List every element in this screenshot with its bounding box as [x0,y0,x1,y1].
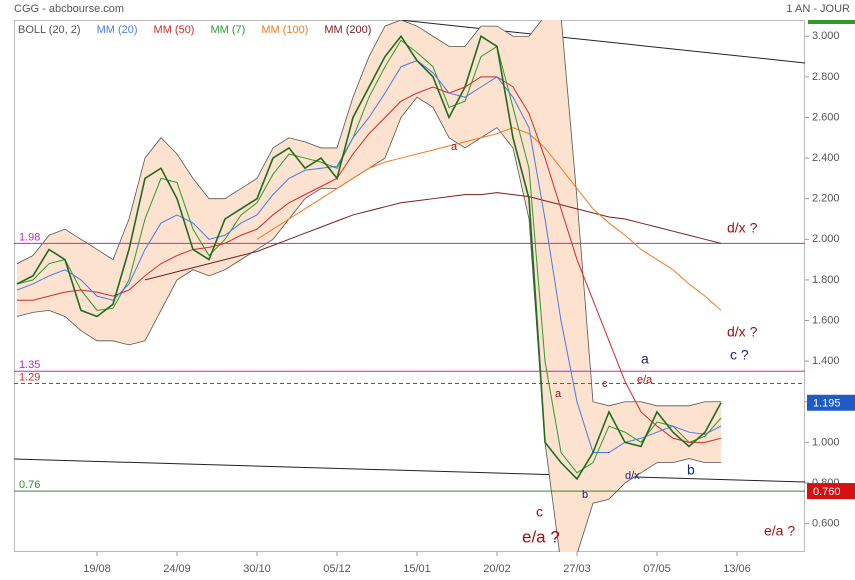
y-tick-label: 1.600 [812,314,840,326]
annotation: c [536,504,543,520]
x-tick-label: 07/05 [643,563,671,575]
annotation: c [602,378,608,390]
annotations: d/x ? d/x ? a c ? e/a c a b d/x b c e/a … [451,141,795,547]
y-tick-label: 0.600 [812,517,840,529]
annotation: d/x [625,470,640,482]
period-label: 1 AN - JOUR [786,3,850,15]
plot-frame [14,20,805,552]
price-tag-label: 1.195 [813,398,841,410]
annotation: e/a ? [764,523,795,539]
series-line [256,127,722,311]
level-label: 1.98 [19,231,40,243]
legend-entry: BOLL (20, 2) [18,24,81,36]
y-tick-label: 3.000 [812,30,840,42]
plot-area [14,20,805,552]
price-tag-label: 0.760 [813,486,841,498]
y-tick-label: 1.000 [812,436,840,448]
annotation: d/x ? [727,324,758,340]
band-fill [17,20,721,552]
page-title: CGG - abcbourse.com [14,3,124,15]
series-line [17,76,722,443]
annotation: a [451,141,458,153]
level-label: 0.76 [19,479,40,491]
annotation: e/a ? [522,527,560,546]
annotation: a [555,388,562,400]
legend: BOLL (20, 2) MM (20) MM (50) MM (7) MM (100)… [18,24,371,36]
price-tag [807,483,855,500]
x-tick-label: 24/09 [163,563,191,575]
y-tick-label: 2.800 [812,71,840,83]
annotation: a [641,351,649,367]
y-tick-label: 2.200 [812,193,840,205]
annotation: b [582,489,588,501]
x-tick-label: 30/10 [243,563,271,575]
y-tick-label: 1.400 [812,355,840,367]
level-label: 1.35 [19,359,40,371]
level-label: 1.29 [19,371,40,383]
band-upper [16,20,721,407]
series-line [16,39,722,474]
y-tick-label: 2.000 [812,233,840,245]
annotation: b [687,462,695,478]
legend-entry: MM (7) [210,24,245,36]
series-line [16,34,722,481]
x-tick-label: 20/02 [483,563,511,575]
y-tick-label: 2.400 [812,152,840,164]
y-tick-label: 2.600 [812,111,840,123]
legend-entry: MM (20) [97,24,138,36]
x-tick-label: 27/03 [563,563,591,575]
x-tick-label: 15/01 [403,563,431,575]
x-tick-label: 13/06 [723,563,751,575]
series-line [144,192,722,281]
trend-line [14,458,805,483]
series-line [16,60,722,454]
price-tag [807,394,855,411]
annotation: c ? [730,347,749,363]
period-bar [808,20,855,24]
annotation: d/x ? [727,220,758,236]
legend-entry: MM (200) [324,24,371,36]
y-tick-label: 1.800 [812,274,840,286]
legend-entry: MM (100) [261,24,308,36]
trend-line [399,20,805,64]
annotation: e/a [637,374,653,386]
x-tick-label: 19/08 [83,563,111,575]
legend-entry: MM (50) [154,24,195,36]
x-tick-label: 05/12 [323,563,351,575]
